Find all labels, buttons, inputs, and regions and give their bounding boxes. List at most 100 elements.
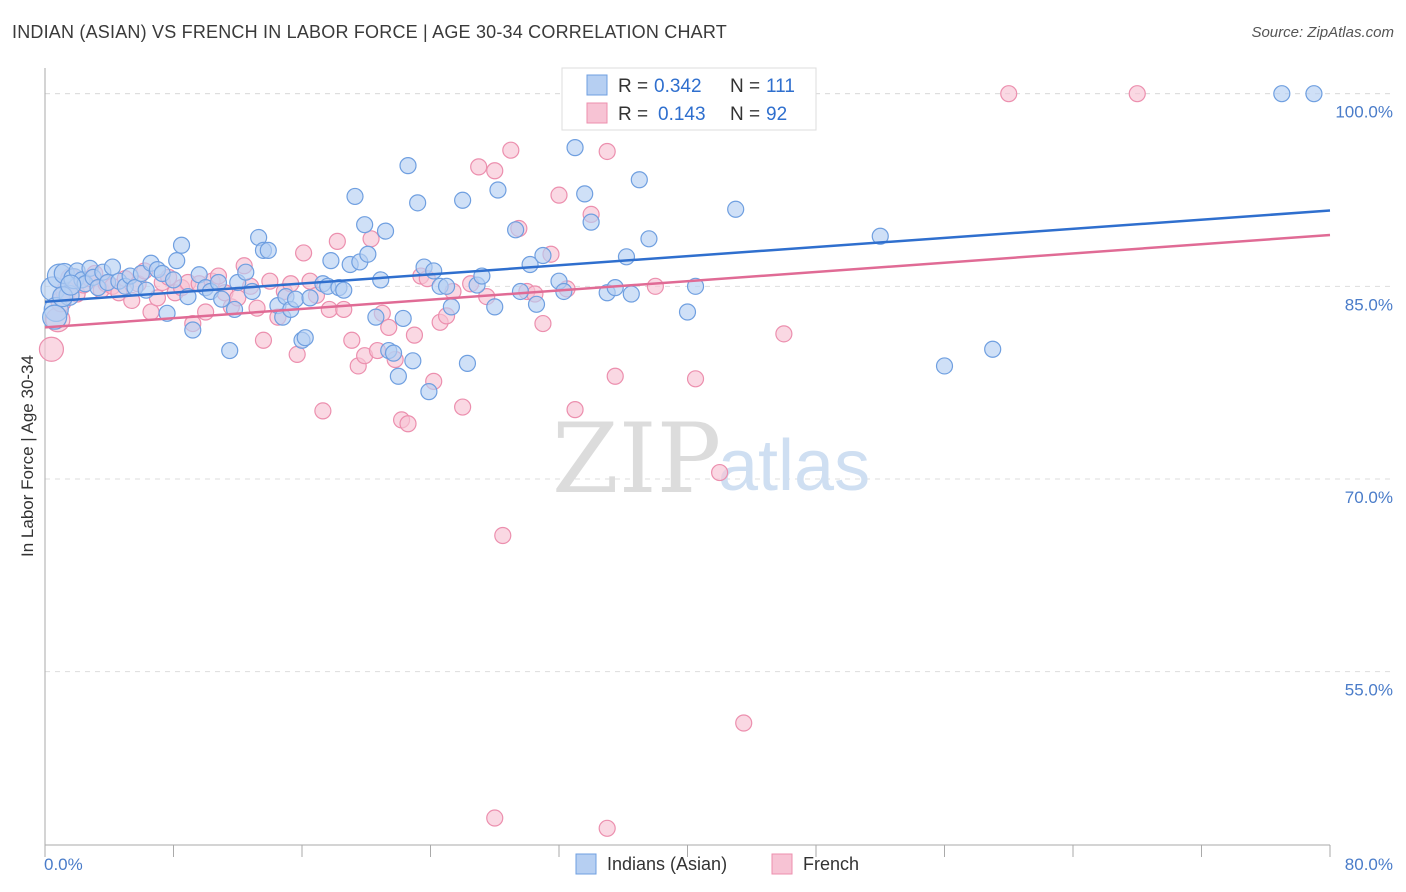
indian-points: [40, 85, 1323, 401]
watermark-atlas: atlas: [718, 426, 870, 506]
indian-point: [356, 216, 374, 234]
french-point: [399, 415, 417, 433]
french-point: [1000, 85, 1018, 103]
legend-n-value-french: 92: [766, 104, 787, 125]
indian-point: [984, 340, 1002, 358]
french-point: [320, 300, 338, 319]
indian-point: [237, 263, 255, 281]
french-point: [711, 463, 729, 482]
indian-point: [172, 236, 191, 254]
legend-r-value-french: 0.143: [658, 104, 706, 125]
x-ticks: [44, 845, 1331, 857]
french-point: [534, 314, 552, 333]
indian-point: [534, 246, 552, 265]
indian-point: [576, 185, 594, 203]
indian-point: [640, 230, 658, 248]
indian-point: [566, 139, 584, 157]
french-point: [343, 331, 361, 349]
indian-point: [622, 285, 640, 303]
french-point: [494, 526, 512, 545]
indian-point: [409, 194, 427, 212]
french-point: [38, 336, 65, 362]
indian-point: [389, 367, 407, 385]
indian-point: [511, 282, 530, 301]
french-point: [598, 142, 616, 161]
indian-point: [335, 281, 353, 299]
y-tick-label: 55.0%: [1345, 681, 1393, 700]
indian-point: [164, 271, 183, 289]
french-point: [486, 162, 504, 180]
indian-point: [359, 245, 377, 263]
indian-point: [489, 181, 507, 199]
grid-lines: [45, 93, 1393, 673]
indian-point: [458, 354, 477, 372]
y-tick-label: 85.0%: [1345, 295, 1393, 314]
indian-point: [376, 222, 395, 240]
indian-point: [454, 191, 472, 209]
watermark-zip: ZIP: [552, 403, 721, 515]
french-point: [735, 714, 753, 732]
indian-point: [404, 352, 422, 370]
french-point: [380, 318, 398, 337]
legend-r-label-french: R =: [618, 104, 648, 125]
french-points: [38, 85, 1146, 837]
french-point: [197, 303, 215, 321]
y-tick-labels: 55.0% 70.0% 85.0% 100.0%: [1335, 103, 1393, 700]
indian-point: [399, 157, 417, 175]
french-point: [502, 141, 520, 159]
indian-point: [168, 252, 186, 270]
french-point: [686, 370, 705, 388]
legend-bottom: Indians (Asian) French: [575, 853, 859, 875]
french-point: [328, 232, 346, 250]
legend-swatch-indian: [586, 74, 608, 96]
french-trend-line: [44, 233, 1331, 329]
indian-point: [582, 213, 600, 231]
legend-r-label-indian: R =: [618, 76, 648, 97]
indian-point: [213, 290, 231, 308]
indian-point: [507, 221, 525, 239]
french-point: [254, 331, 273, 349]
indian-point: [630, 171, 648, 189]
indian-point: [486, 298, 504, 316]
indian-point: [259, 241, 277, 259]
indian-point: [420, 383, 438, 401]
legend-bottom-label-indian: Indians (Asian): [607, 854, 727, 874]
legend-r-value-indian: 0.342: [654, 76, 702, 97]
indian-point: [678, 303, 697, 321]
indian-point: [1305, 85, 1323, 103]
indian-point: [425, 262, 443, 280]
x-tick-label-max: 80.0%: [1345, 855, 1393, 874]
x-tick-label-min: 0.0%: [44, 855, 83, 874]
chart-title: INDIAN (ASIAN) VS FRENCH IN LABOR FORCE …: [12, 22, 727, 42]
indian-point: [871, 227, 889, 245]
legend-top: R = 0.342 N = 111 R = 0.143 N = 92: [561, 67, 817, 131]
indian-point: [384, 344, 403, 362]
indian-point: [686, 277, 705, 295]
indian-point: [394, 309, 412, 328]
indian-point: [1273, 85, 1291, 103]
indian-point: [346, 187, 364, 206]
french-point: [335, 300, 353, 319]
french-point: [646, 277, 664, 295]
french-point: [566, 401, 584, 419]
french-point: [470, 158, 488, 176]
indian-point: [301, 289, 319, 307]
indian-point: [296, 329, 314, 347]
indian-point: [727, 200, 745, 218]
indian-point: [527, 295, 546, 313]
indian-point: [103, 258, 122, 276]
legend-bottom-swatch-french: [771, 853, 793, 875]
indian-point: [372, 271, 390, 289]
indian-point: [442, 298, 460, 316]
watermark: ZIP atlas: [552, 403, 870, 515]
source-label: Source: ZipAtlas.com: [1251, 24, 1394, 41]
indian-point: [221, 341, 239, 360]
indian-point: [184, 321, 202, 339]
french-point: [405, 326, 424, 344]
french-point: [606, 367, 624, 385]
french-point: [486, 809, 504, 827]
y-tick-label: 70.0%: [1345, 488, 1393, 507]
legend-bottom-swatch-indian: [575, 853, 597, 875]
indian-trend-line: [44, 209, 1331, 303]
